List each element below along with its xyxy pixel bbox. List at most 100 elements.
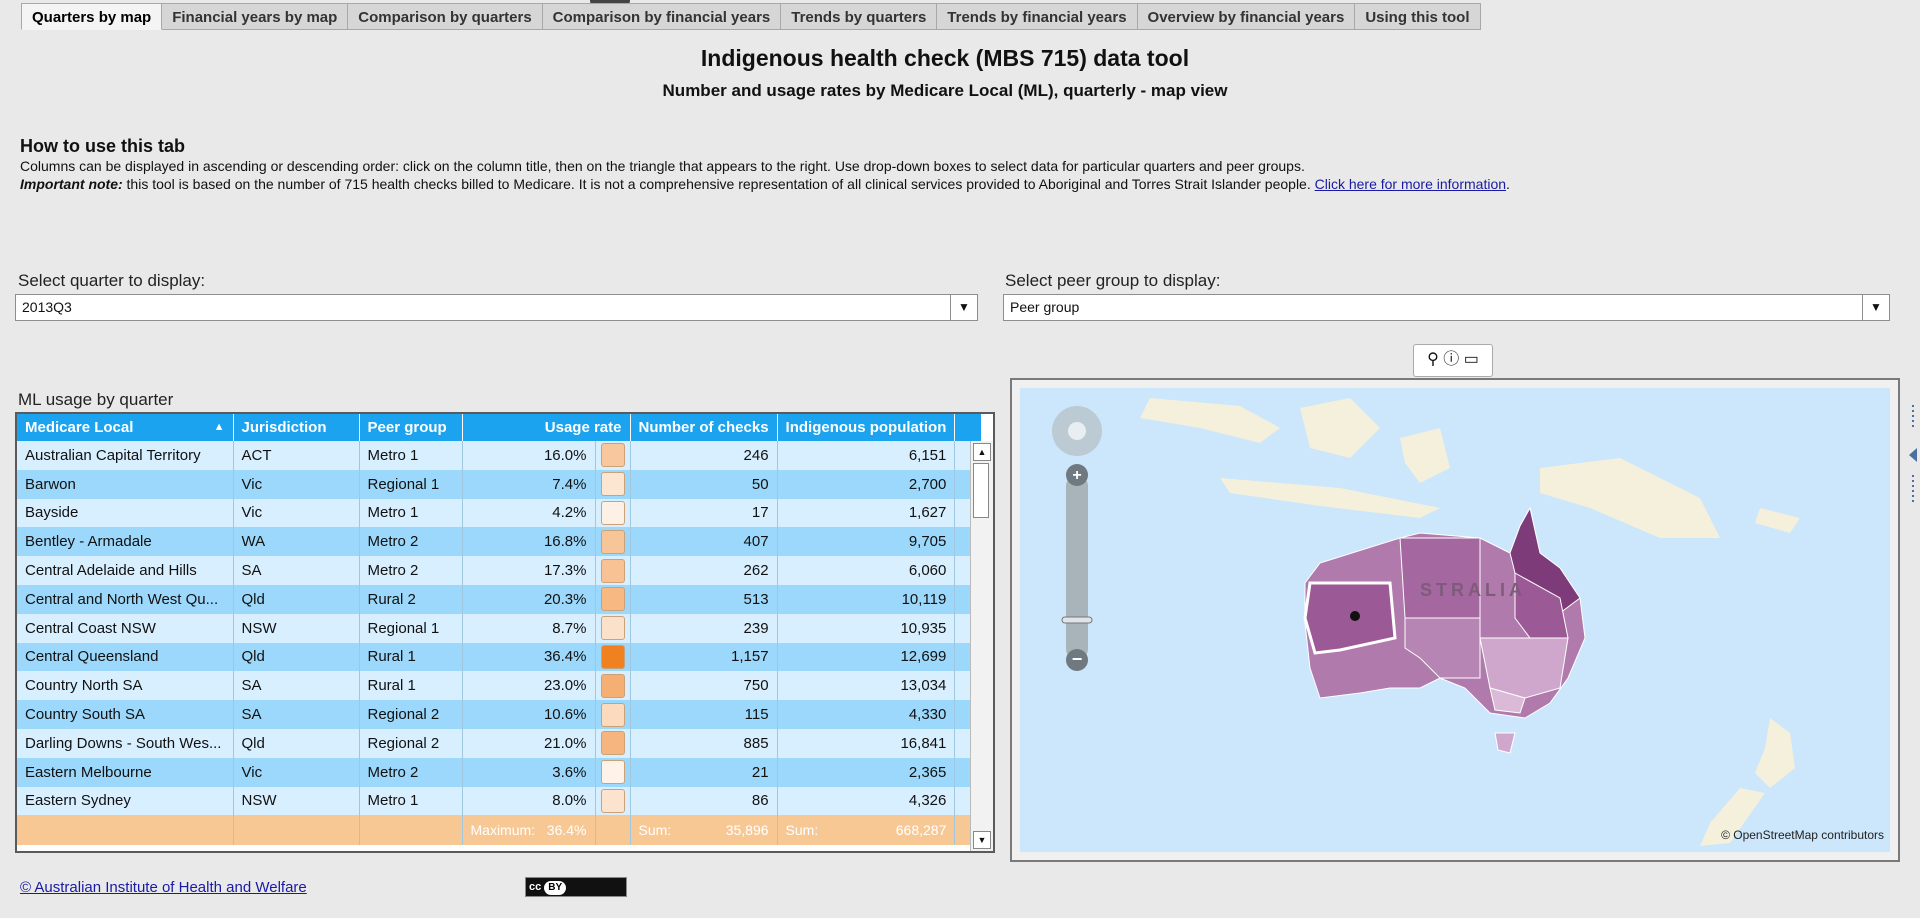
- summary-empty: [359, 815, 463, 846]
- cell-number-of-checks: 246: [630, 441, 778, 470]
- collapse-arrow-icon[interactable]: [1909, 448, 1917, 462]
- tab-trends-by-quarters[interactable]: Trends by quarters: [781, 3, 938, 30]
- tab-overview-by-financial-years[interactable]: Overview by financial years: [1137, 3, 1356, 30]
- cell-usage-swatch: [595, 700, 631, 729]
- col-header-usage-rate[interactable]: Usage rate: [462, 414, 631, 441]
- tab-comparison-by-quarters[interactable]: Comparison by quarters: [348, 3, 543, 30]
- zoom-slider-thumb[interactable]: [1061, 616, 1093, 624]
- page-subtitle: Number and usage rates by Medicare Local…: [662, 81, 1228, 100]
- summary-sum-label: Sum:: [638, 822, 672, 839]
- zoom-out-icon[interactable]: [1066, 649, 1088, 671]
- cell-number-of-checks: 885: [630, 728, 778, 758]
- cell-usage-rate: 23.0%: [462, 671, 596, 701]
- scroll-up-icon[interactable]: ▲: [973, 443, 991, 461]
- cell-medicare-local: Eastern Melbourne: [17, 757, 234, 787]
- tab-financial-years-by-map[interactable]: Financial years by map: [162, 3, 349, 30]
- map-attribution: © OpenStreetMap contributors: [1721, 828, 1884, 842]
- col-header-medicare-local[interactable]: Medicare Local ▲: [17, 414, 234, 441]
- land-nz-north: [1755, 718, 1795, 788]
- cell-indigenous-population: 13,034: [777, 671, 956, 701]
- cell-jurisdiction: SA: [233, 671, 360, 701]
- cell-peer-group: Metro 2: [359, 556, 463, 585]
- important-note-label: Important note:: [20, 176, 123, 192]
- zoom-in-glyph: +: [1072, 467, 1081, 484]
- table-scrollbar[interactable]: ▲ ▼: [970, 441, 993, 851]
- table-row[interactable]: Australian Capital Territory ACT Metro 1 16…: [17, 441, 983, 470]
- cell-number-of-checks: 17: [630, 498, 778, 528]
- col-header-jurisdiction[interactable]: Jurisdiction: [233, 414, 360, 441]
- table-row[interactable]: Bentley - Armadale WA Metro 2 16.8% 407 9,705: [17, 527, 983, 557]
- region-northern-territory: [1399, 537, 1481, 619]
- peer-group-select[interactable]: Peer group ▼: [1003, 294, 1890, 321]
- table-row[interactable]: Darling Downs - South Wes... Qld Regional …: [17, 728, 983, 758]
- tab-comparison-by-financial-years[interactable]: Comparison by financial years: [542, 3, 782, 30]
- usage-rate-swatch: [600, 558, 625, 583]
- how-to-instructions: Columns can be displayed in ascending or…: [20, 158, 1305, 174]
- col-header-peer-group[interactable]: Peer group: [359, 414, 463, 441]
- top-drag-handle[interactable]: [590, 0, 630, 5]
- map-view[interactable]: STRALIA + − © OpenStreetMap contributors: [1010, 378, 1900, 862]
- table-row[interactable]: Country South SA SA Regional 2 10.6% 115 4,33…: [17, 700, 983, 729]
- col-header-number-of-checks[interactable]: Number of checks: [630, 414, 778, 441]
- region-selected-wa[interactable]: [1303, 581, 1397, 655]
- col-header-indigenous-population[interactable]: Indigenous population: [777, 414, 956, 441]
- cell-usage-swatch: [595, 556, 631, 585]
- cell-usage-swatch: [595, 613, 631, 643]
- tab-bar: Quarters by map Financial years by map C…: [21, 3, 1481, 31]
- zoom-control[interactable]: + −: [1042, 405, 1112, 675]
- zoom-in-icon[interactable]: [1066, 464, 1088, 486]
- more-information-link[interactable]: Click here for more information: [1314, 176, 1507, 192]
- cell-medicare-local: Central Coast NSW: [17, 613, 234, 643]
- tab-quarters-by-map[interactable]: Quarters by map: [21, 3, 163, 30]
- table-row[interactable]: Bayside Vic Metro 1 4.2% 17 1,627: [17, 498, 983, 528]
- cell-indigenous-population: 4,330: [777, 700, 956, 729]
- table-row[interactable]: Barwon Vic Regional 1 7.4% 50 2,700: [17, 469, 983, 499]
- summary-max-label: Maximum:: [470, 822, 536, 839]
- usage-rate-swatch: [600, 500, 625, 525]
- quarter-select-label: Select quarter to display:: [18, 271, 206, 290]
- cell-medicare-local: Darling Downs - South Wes...: [17, 728, 234, 758]
- cell-usage-rate: 10.6%: [462, 700, 596, 729]
- table-row[interactable]: Eastern Melbourne Vic Metro 2 3.6% 21 2,365: [17, 757, 983, 787]
- cell-usage-rate: 8.0%: [462, 786, 596, 816]
- chevron-down-icon[interactable]: ▼: [1862, 295, 1889, 320]
- cell-number-of-checks: 1,157: [630, 642, 778, 672]
- summary-sum-label: Sum:: [785, 822, 819, 839]
- aihw-copyright-link[interactable]: © Australian Institute of Health and Wel…: [20, 879, 307, 896]
- table-row[interactable]: Central Coast NSW NSW Regional 1 8.7% 239 10,…: [17, 613, 983, 643]
- scroll-thumb[interactable]: [973, 463, 989, 518]
- scroll-down-icon[interactable]: ▼: [973, 831, 991, 849]
- sort-ascending-icon[interactable]: ▲: [213, 421, 225, 433]
- cell-jurisdiction: Vic: [233, 469, 360, 499]
- table-row[interactable]: Central Queensland Qld Rural 1 36.4% 1,157 12…: [17, 642, 983, 672]
- table-row[interactable]: Eastern Sydney NSW Metro 1 8.0% 86 4,326: [17, 786, 983, 816]
- chevron-down-icon[interactable]: ▼: [950, 295, 977, 320]
- cell-peer-group: Rural 2: [359, 584, 463, 614]
- quarter-select-value: 2013Q3: [22, 299, 72, 315]
- table-row[interactable]: Central Adelaide and Hills SA Metro 2 17.3%…: [17, 556, 983, 585]
- quarter-select[interactable]: 2013Q3 ▼: [15, 294, 978, 321]
- tab-trends-by-financial-years[interactable]: Trends by financial years: [937, 3, 1138, 30]
- cell-usage-swatch: [595, 757, 631, 787]
- cell-jurisdiction: Qld: [233, 728, 360, 758]
- table-row[interactable]: Country North SA SA Rural 1 23.0% 750 13,034: [17, 671, 983, 701]
- zoom-track[interactable]: [1066, 475, 1088, 660]
- fullscreen-icon[interactable]: ▭: [1463, 351, 1479, 368]
- info-icon[interactable]: ⓘ: [1443, 351, 1460, 368]
- tab-using-this-tool[interactable]: Using this tool: [1355, 3, 1481, 30]
- summary-max: Maximum: 36.4%: [462, 815, 596, 846]
- usage-rate-swatch: [600, 644, 625, 669]
- map-marker[interactable]: [1350, 611, 1360, 621]
- zoom-out-glyph: −: [1072, 649, 1083, 669]
- cell-medicare-local: Central Adelaide and Hills: [17, 556, 234, 585]
- table-row[interactable]: Central and North West Qu... Qld Rural 2 20…: [17, 584, 983, 614]
- pan-center-icon[interactable]: [1068, 422, 1086, 440]
- cc-by-badge[interactable]: cc BY: [525, 877, 627, 897]
- cell-jurisdiction: Qld: [233, 642, 360, 672]
- cell-peer-group: Rural 1: [359, 671, 463, 701]
- pin-tool-icon[interactable]: ⚲: [1427, 351, 1439, 368]
- map-canvas[interactable]: STRALIA: [1020, 388, 1890, 852]
- how-to-section: How to use this tab Columns can be displ…: [20, 136, 1890, 193]
- peer-select-value: Peer group: [1010, 299, 1080, 315]
- side-panel-handle[interactable]: [1906, 400, 1920, 510]
